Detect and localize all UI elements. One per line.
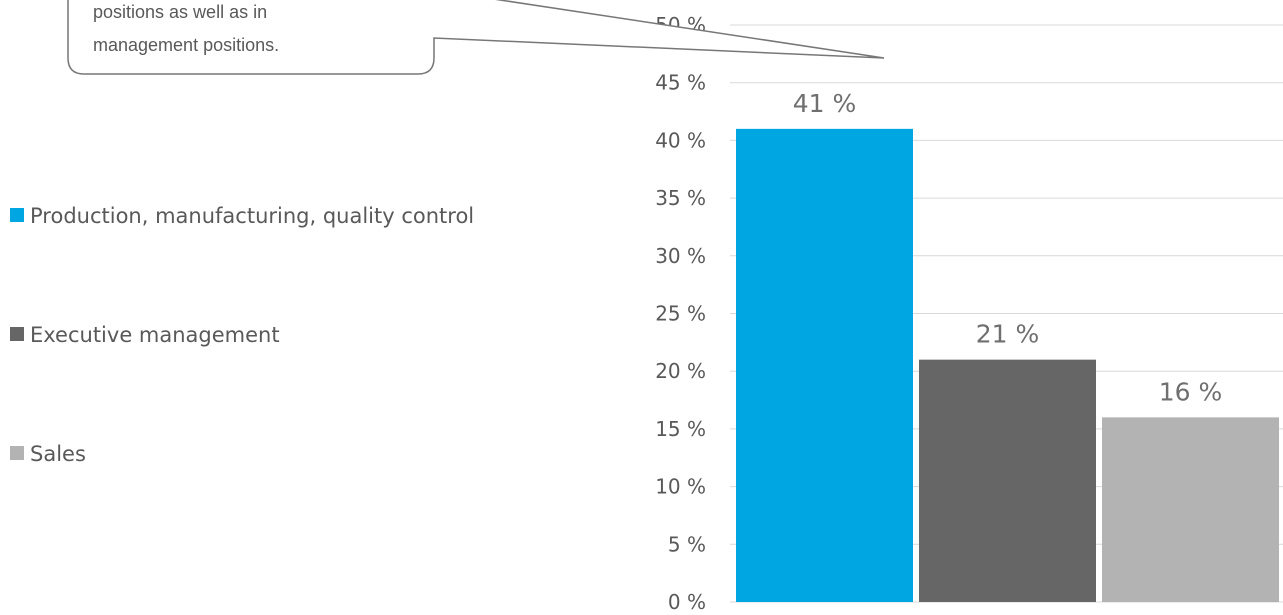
bar — [1102, 417, 1279, 602]
callout-bubble — [67, 0, 885, 75]
y-tick-label: 20 % — [655, 359, 706, 383]
bars — [736, 128, 1279, 603]
callout-line-2: management positions. — [93, 35, 279, 55]
data-label: 41 % — [793, 89, 857, 118]
legend: Production, manufacturing, quality contr… — [10, 204, 474, 466]
bar — [919, 359, 1096, 602]
bar — [736, 128, 913, 603]
callout: positions as well as in management posit… — [67, 0, 885, 75]
legend-label: Production, manufacturing, quality contr… — [30, 204, 474, 228]
data-label: 16 % — [1159, 377, 1223, 406]
legend-swatch — [10, 327, 24, 341]
y-tick-label: 30 % — [655, 244, 706, 268]
callout-line-1: positions as well as in — [93, 2, 267, 22]
data-label: 21 % — [976, 320, 1040, 349]
y-tick-label: 0 % — [668, 590, 706, 614]
y-tick-label: 5 % — [668, 532, 706, 556]
legend-label: Executive management — [30, 323, 280, 347]
y-tick-label: 35 % — [655, 186, 706, 210]
y-tick-label: 25 % — [655, 302, 706, 326]
y-axis-tick-labels: 0 %5 %10 %15 %20 %25 %30 %35 %40 %45 %50… — [655, 13, 706, 614]
legend-swatch — [10, 446, 24, 460]
legend-label: Sales — [30, 442, 86, 466]
y-tick-label: 15 % — [655, 417, 706, 441]
y-tick-label: 40 % — [655, 128, 706, 152]
y-tick-label: 45 % — [655, 71, 706, 95]
legend-swatch — [10, 208, 24, 222]
data-labels: 41 % 21 % 16 % — [793, 89, 1223, 406]
y-tick-label: 10 % — [655, 475, 706, 499]
